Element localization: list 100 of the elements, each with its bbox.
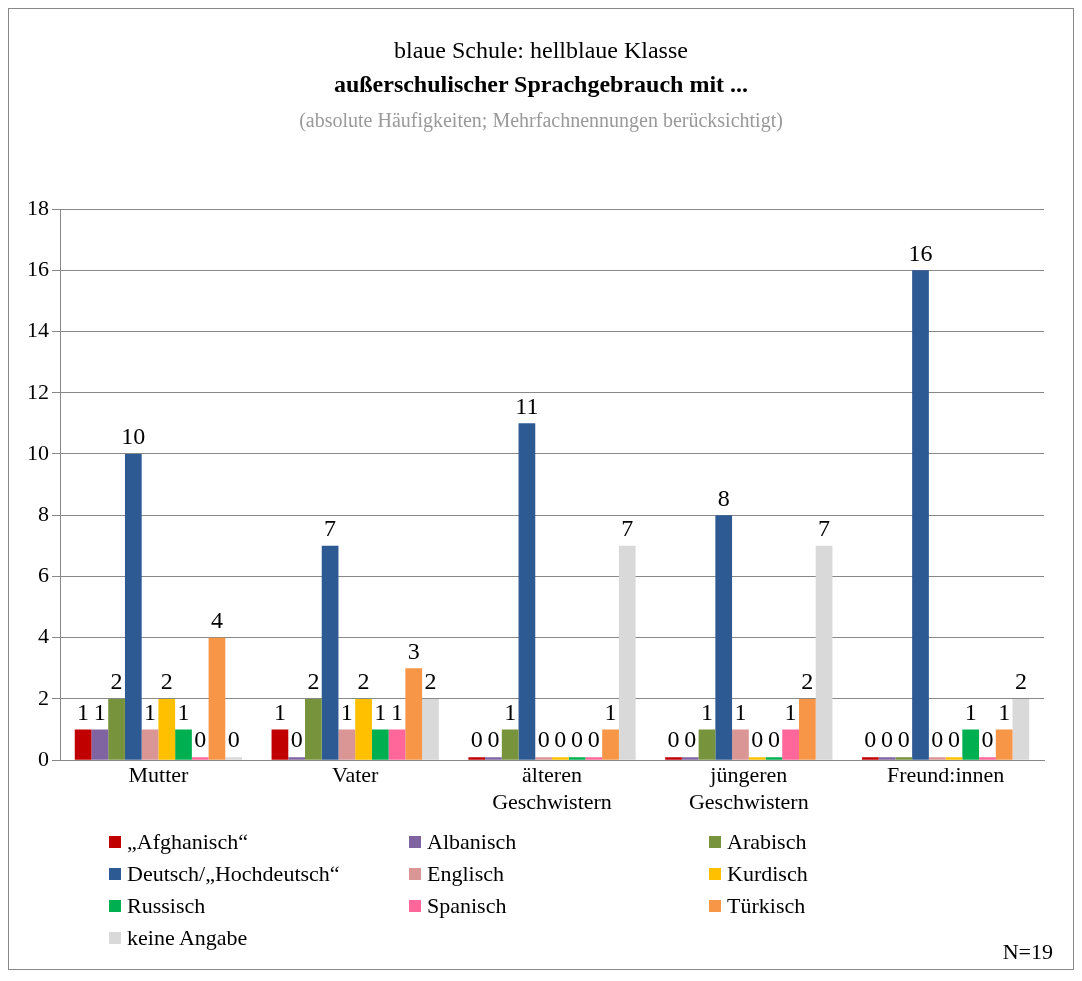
- legend-label: Arabisch: [727, 829, 807, 855]
- bar: [782, 729, 799, 760]
- bar: [501, 729, 519, 760]
- bar: [141, 729, 159, 760]
- bar: [338, 729, 356, 760]
- bar: [422, 698, 439, 760]
- chart-title: blaue Schule: hellblaue Klasse: [393, 37, 689, 64]
- data-label: 1: [734, 698, 747, 725]
- bar: [208, 637, 226, 760]
- bar: [371, 729, 389, 760]
- data-label: 11: [515, 392, 539, 419]
- bar: [765, 757, 783, 760]
- bar: [602, 729, 619, 760]
- bar: [91, 729, 109, 760]
- y-tick-label: 8: [38, 501, 49, 526]
- bar: [1012, 698, 1030, 760]
- data-label: 0: [487, 726, 500, 753]
- chart-subtitle: außerschulischer Sprachgebrauch mit ...: [332, 71, 750, 98]
- bar: [681, 757, 699, 760]
- bar: [305, 698, 322, 760]
- legend-label: Albanisch: [427, 829, 517, 855]
- legend-label: Russisch: [127, 893, 206, 919]
- bar: [732, 729, 749, 760]
- bar: [979, 757, 996, 760]
- bar: [321, 545, 339, 760]
- y-tick-label: 10: [27, 439, 49, 465]
- data-label: 2: [1014, 668, 1027, 695]
- data-label: 1: [273, 698, 286, 725]
- bar: [388, 729, 406, 760]
- data-label: 1: [700, 698, 713, 725]
- data-label: 0: [981, 726, 994, 753]
- data-label: 0: [897, 726, 910, 753]
- bar: [552, 757, 569, 760]
- x-tick-label: jüngeren Geschwistern: [688, 762, 809, 814]
- data-label: 1: [998, 698, 1011, 725]
- data-label: 2: [424, 668, 437, 695]
- legend-label: keine Angabe: [127, 925, 248, 951]
- data-label: 2: [110, 668, 123, 695]
- data-label: 1: [604, 698, 617, 725]
- bar: [175, 729, 192, 760]
- bar: [355, 698, 372, 760]
- bar: [585, 757, 603, 760]
- bar: [485, 757, 502, 760]
- bar: [715, 515, 733, 760]
- data-label: 0: [554, 726, 567, 753]
- y-tick-label: 6: [38, 562, 49, 588]
- data-label: 0: [767, 726, 780, 753]
- bar: [124, 453, 142, 760]
- bar: [878, 757, 896, 760]
- data-label: 1: [391, 698, 404, 725]
- data-label: 2: [160, 668, 173, 695]
- data-label: 1: [177, 698, 190, 725]
- data-label: 1: [77, 698, 90, 725]
- bar: [108, 698, 125, 760]
- legend-label: Spanisch: [427, 893, 507, 919]
- text: (absolute Häufigkeiten; Mehrfachnennungen berücksichtigt): [298, 109, 784, 132]
- bar: [468, 757, 486, 760]
- data-label: 16: [908, 239, 933, 266]
- y-tick-label: 2: [38, 684, 49, 710]
- data-label: 0: [864, 726, 877, 753]
- bar: [271, 729, 289, 760]
- data-label: 1: [504, 698, 517, 725]
- bar: [288, 757, 306, 760]
- data-label: 1: [93, 698, 106, 725]
- bar: [74, 729, 92, 760]
- bar: [618, 545, 636, 760]
- data-label: 4: [210, 607, 223, 634]
- data-label: 8: [717, 484, 730, 511]
- data-label: 0: [571, 726, 584, 753]
- bar: [191, 757, 209, 760]
- x-tick-label: Mutter: [128, 762, 190, 788]
- data-label: 2: [357, 668, 370, 695]
- bar: [945, 757, 963, 760]
- data-label: 0: [470, 726, 483, 753]
- bar: [535, 757, 552, 760]
- data-label: 0: [931, 726, 944, 753]
- legend-label: Englisch: [427, 861, 504, 887]
- data-label: 7: [818, 515, 831, 542]
- legend-label: „Afghanisch“: [127, 829, 248, 855]
- legend-label: Türkisch: [727, 893, 806, 919]
- data-label: 0: [194, 726, 207, 753]
- data-label: 0: [667, 726, 680, 753]
- data-label: 3: [407, 637, 420, 664]
- data-label: 0: [881, 726, 894, 753]
- x-tick-label: Freund:innen: [886, 762, 1005, 788]
- data-label: 0: [537, 726, 550, 753]
- data-label: 2: [307, 668, 320, 695]
- bar: [995, 729, 1013, 760]
- data-label: 7: [621, 515, 634, 542]
- y-tick-label: 0: [38, 745, 49, 771]
- bar: [748, 757, 766, 760]
- bar: [518, 423, 536, 760]
- y-tick-label: 4: [38, 623, 49, 649]
- y-tick-label: 14: [27, 317, 49, 343]
- y-tick-label: 16: [27, 256, 49, 282]
- bar: [665, 757, 682, 760]
- data-label: 1: [374, 698, 387, 725]
- bar: [158, 698, 176, 760]
- y-tick-label: 12: [27, 378, 49, 404]
- data-label: 1: [340, 698, 353, 725]
